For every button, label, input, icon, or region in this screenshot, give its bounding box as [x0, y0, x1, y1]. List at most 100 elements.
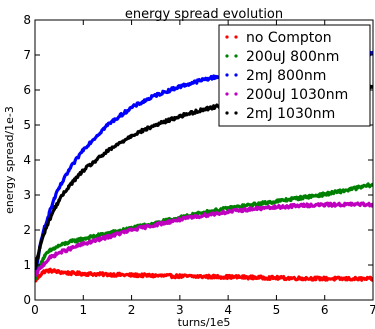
data-point — [38, 245, 42, 250]
legend-label: no Compton — [246, 30, 332, 46]
data-point — [105, 123, 110, 127]
data-point — [298, 203, 303, 208]
y-axis-label: energy spread/1e-3 — [3, 106, 16, 214]
axes: 0 1 2 3 4 5 6 7 0 1 2 3 4 5 6 7 8 — [23, 13, 375, 317]
data-point — [202, 213, 206, 218]
data-point — [38, 266, 42, 271]
legend-box — [218, 24, 371, 127]
legend-item: 200uJ 1030nm — [225, 87, 348, 103]
data-point — [105, 272, 110, 277]
data-point — [153, 222, 158, 227]
data-point — [81, 242, 86, 246]
x-tick-label: 7 — [369, 303, 375, 317]
x-axis-label: turns/1e5 — [178, 316, 231, 329]
data-point — [42, 261, 47, 266]
data-point — [202, 107, 206, 112]
y-tick-label: 4 — [23, 153, 31, 167]
data-point — [178, 274, 182, 279]
data-point — [105, 149, 110, 154]
legend-item: 2mJ 800nm — [225, 68, 326, 84]
y-tick-label: 0 — [23, 293, 31, 307]
legend-marker — [234, 92, 238, 96]
data-point — [52, 207, 57, 211]
legend-label: 2mJ 800nm — [246, 68, 326, 84]
data-point — [47, 256, 52, 260]
series-trace — [35, 267, 373, 283]
y-tick-label: 3 — [23, 188, 31, 202]
data-point — [274, 276, 279, 280]
y-tick-label: 5 — [23, 118, 31, 132]
data-point — [47, 210, 52, 215]
x-tick-label: 4 — [224, 303, 232, 317]
data-point — [202, 77, 206, 82]
data-point — [67, 168, 71, 173]
data-point — [52, 196, 57, 201]
data-point — [322, 192, 327, 197]
legend-marker — [234, 111, 238, 115]
data-point — [347, 202, 351, 207]
data-point — [81, 168, 86, 173]
data-point — [52, 269, 57, 273]
legend-label: 200uJ 800nm — [246, 49, 339, 65]
legend-item: no Compton — [225, 30, 332, 46]
data-point — [129, 273, 134, 277]
data-point — [153, 93, 158, 98]
data-point — [298, 196, 303, 200]
data-point — [35, 256, 40, 260]
data-point — [47, 249, 52, 253]
data-point — [274, 205, 279, 210]
legend-marker — [234, 54, 238, 58]
data-point — [38, 273, 42, 278]
x-tick-label: 5 — [273, 303, 281, 317]
y-tick-label: 1 — [23, 258, 31, 272]
legend-marker — [225, 92, 229, 96]
data-point — [57, 250, 61, 255]
data-point — [226, 210, 230, 214]
data-point — [81, 271, 86, 276]
data-point — [42, 269, 47, 274]
data-point — [250, 203, 255, 207]
legend-label: 2mJ 1030nm — [246, 106, 335, 122]
series-no-compton — [35, 267, 373, 283]
y-tick-label: 6 — [23, 83, 31, 97]
data-point — [250, 207, 255, 211]
legend-marker — [225, 54, 229, 58]
legend-label: 200uJ 1030nm — [246, 87, 348, 103]
data-point — [226, 275, 230, 279]
chart-title: energy spread evolution — [125, 7, 283, 22]
legend-marker — [234, 73, 238, 77]
data-point — [35, 270, 40, 274]
data-point — [105, 235, 110, 239]
data-point — [67, 247, 71, 252]
series-200uj-1030nm — [35, 201, 373, 278]
x-tick-label: 6 — [321, 303, 329, 317]
data-point — [47, 268, 52, 273]
x-tick-label: 3 — [176, 303, 184, 317]
data-point — [57, 198, 61, 203]
legend-marker — [225, 73, 229, 77]
data-point — [274, 199, 279, 204]
series-200uj-800nm — [35, 182, 373, 281]
data-point — [42, 229, 47, 234]
data-point — [67, 184, 71, 189]
legend-marker — [225, 35, 229, 39]
data-point — [57, 243, 61, 248]
data-point — [153, 123, 158, 127]
x-tick-label: 2 — [128, 303, 136, 317]
data-point — [178, 84, 182, 89]
data-point — [47, 217, 52, 222]
y-tick-label: 7 — [23, 48, 31, 62]
data-point — [57, 270, 61, 274]
data-point — [129, 105, 134, 110]
data-point — [81, 236, 86, 241]
x-tick-label: 0 — [31, 303, 39, 317]
data-point — [42, 254, 47, 259]
y-tick-label: 8 — [23, 13, 31, 27]
legend-marker — [225, 111, 229, 115]
legend: no Compton 200uJ 800nm 2mJ 800nm 200uJ 1030… — [218, 24, 371, 127]
data-point — [347, 187, 351, 192]
x-tick-label: 1 — [79, 303, 87, 317]
legend-item: 200uJ 800nm — [225, 49, 339, 65]
data-point — [322, 276, 327, 281]
